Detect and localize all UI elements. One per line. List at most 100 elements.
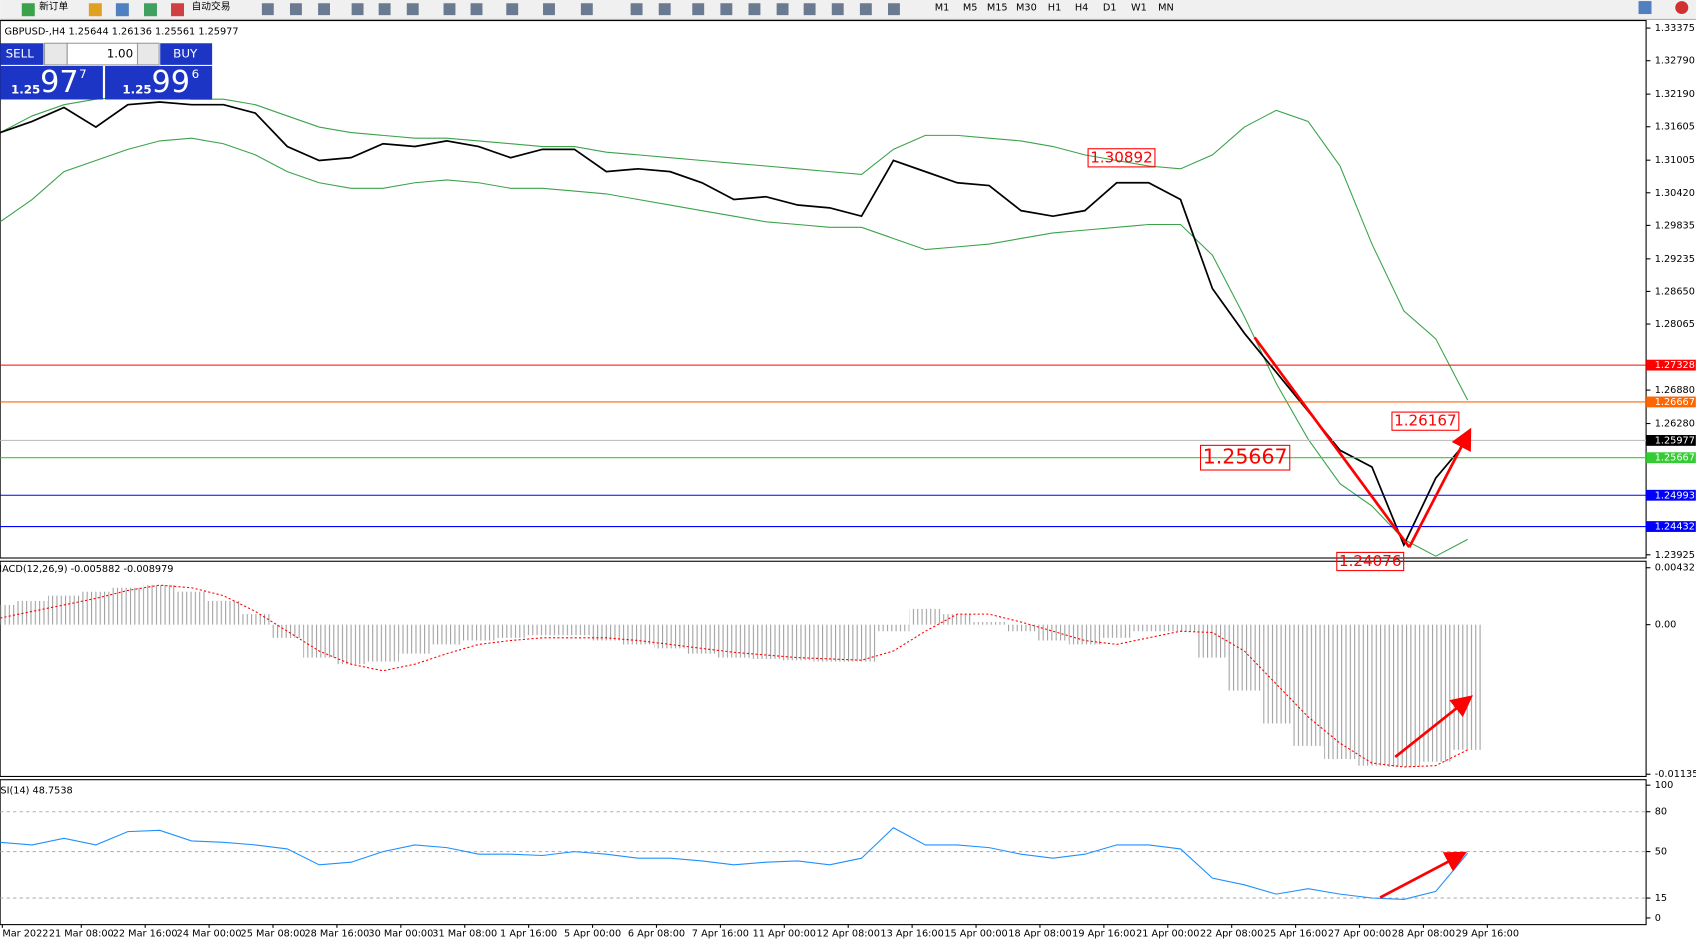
fibo[interactable] [803, 3, 816, 16]
buy-digits[interactable]: 99 [152, 65, 191, 100]
price-panel [0, 20, 1647, 559]
price-level-box [1646, 359, 1696, 371]
lot-value[interactable]: 1.00 [107, 47, 133, 61]
templates[interactable] [580, 3, 593, 16]
tool-icon[interactable] [443, 3, 456, 16]
price-level-box [1646, 396, 1696, 408]
label-tool[interactable] [859, 3, 872, 16]
notifications[interactable] [1675, 1, 1689, 15]
indicator-title: MACD(12,26,9) -0.005882 -0.008979 [0, 564, 173, 575]
macd-arrow [1394, 695, 1473, 759]
tool-icon[interactable] [115, 3, 129, 17]
x-tick-label: 22 Mar 16:00 [113, 928, 178, 939]
tool-icon[interactable] [143, 3, 157, 17]
tool-icon[interactable] [318, 3, 330, 16]
price-annotation: 1.24076 [1339, 552, 1402, 570]
sell-point[interactable]: 7 [79, 67, 87, 81]
macd-bar [1228, 624, 1261, 691]
macd-bar [877, 624, 910, 632]
sell-button[interactable] [0, 43, 44, 65]
price-annotation: 1.26167 [1394, 412, 1457, 430]
timeframe[interactable]: M5 [963, 3, 978, 14]
tool-icon[interactable] [88, 3, 102, 17]
timeframe[interactable]: W1 [1131, 3, 1147, 14]
lot-up[interactable] [136, 42, 160, 66]
buy-point[interactable]: 6 [192, 67, 200, 81]
sell-label[interactable]: SELL [6, 47, 35, 61]
y-tick-label: 1.33375 [1655, 23, 1695, 34]
macd-bar [654, 624, 687, 649]
sell-price[interactable] [0, 65, 103, 100]
buy-price[interactable] [105, 65, 213, 100]
price-level-label: 1.24993 [1655, 490, 1695, 501]
annotation-box [1200, 444, 1291, 471]
zoom-in[interactable] [351, 3, 364, 16]
y-tick-label: 100 [1655, 780, 1674, 791]
timeframe[interactable]: D1 [1103, 3, 1117, 14]
text-tool[interactable] [831, 3, 844, 16]
timeframe[interactable]: M15 [987, 3, 1008, 14]
annotation-box [1336, 551, 1405, 572]
price-level-box [1646, 452, 1696, 464]
sell-big[interactable]: 1.25 [11, 82, 40, 96]
macd-bar [1005, 624, 1037, 632]
up-arrow [1408, 427, 1472, 548]
buy-button[interactable] [160, 43, 213, 65]
buy-label[interactable]: BUY [173, 47, 198, 61]
timeframe[interactable]: M30 [1016, 3, 1037, 14]
macd-bar [335, 624, 368, 665]
periods[interactable] [543, 3, 555, 16]
arrows [1253, 336, 1473, 899]
toolbar-icons [261, 3, 900, 16]
timeframe[interactable]: M1 [935, 3, 950, 14]
tool-icon[interactable] [289, 3, 302, 16]
tile[interactable] [406, 3, 419, 16]
rsi-chart: 100 80 50 15 0 RSI(14) 48.7538 [0, 780, 1673, 924]
macd-bar [941, 614, 974, 625]
macd-bar [1292, 624, 1325, 746]
timeframe[interactable]: H4 [1075, 3, 1089, 14]
macd-chart: 0.00432 0.00 -0.01135 MACD(12,26,9) -0.0058… [0, 563, 1696, 780]
x-tick-label: 25 Apr 16:00 [1264, 928, 1327, 939]
buy-big[interactable]: 1.25 [122, 82, 151, 96]
x-tick-label: 30 Mar 00:00 [368, 928, 433, 939]
auto-trading[interactable]: 自动交易 [192, 0, 231, 12]
macd-bar [271, 624, 304, 638]
x-tick-label: 7 Apr 16:00 [692, 928, 749, 939]
timeframe[interactable]: H1 [1048, 3, 1062, 14]
y-tick-label: 1.31005 [1655, 155, 1695, 166]
price-level-box [1646, 489, 1696, 501]
macd-bar [909, 608, 942, 625]
macd-bar [239, 614, 272, 625]
indicators[interactable] [506, 3, 519, 16]
macd-bar [0, 604, 17, 625]
price-level-label: 1.25977 [1655, 435, 1695, 446]
tool-icon[interactable] [261, 3, 274, 16]
trendline[interactable] [748, 3, 761, 16]
auto-trading-icon[interactable] [171, 3, 185, 17]
price-level-box [1646, 521, 1696, 532]
hline[interactable] [720, 3, 733, 16]
search[interactable] [1638, 1, 1652, 15]
macd-bar [143, 585, 176, 625]
zoom-out[interactable] [378, 3, 391, 16]
macd-bar [1196, 624, 1229, 658]
new-order-icon[interactable] [21, 3, 35, 17]
price-level-label: 1.25667 [1655, 453, 1695, 464]
macd-bar [462, 624, 495, 641]
crosshair[interactable] [658, 3, 671, 16]
sell-digits[interactable]: 97 [40, 65, 79, 100]
timeframe[interactable]: MN [1158, 3, 1174, 14]
tool-icon[interactable] [470, 3, 483, 16]
y-tick-label: 15 [1655, 893, 1667, 904]
vline[interactable] [692, 3, 705, 16]
channel[interactable] [776, 3, 789, 16]
new-order[interactable]: 新订单 [39, 0, 68, 12]
arrows[interactable] [888, 3, 900, 16]
x-tick-label: 27 Apr 00:00 [1328, 928, 1391, 939]
lot-down[interactable] [43, 42, 68, 66]
macd-bar [590, 624, 623, 641]
cursor[interactable] [630, 3, 643, 16]
macd-bar [526, 624, 559, 636]
macd-bar [1164, 624, 1197, 632]
